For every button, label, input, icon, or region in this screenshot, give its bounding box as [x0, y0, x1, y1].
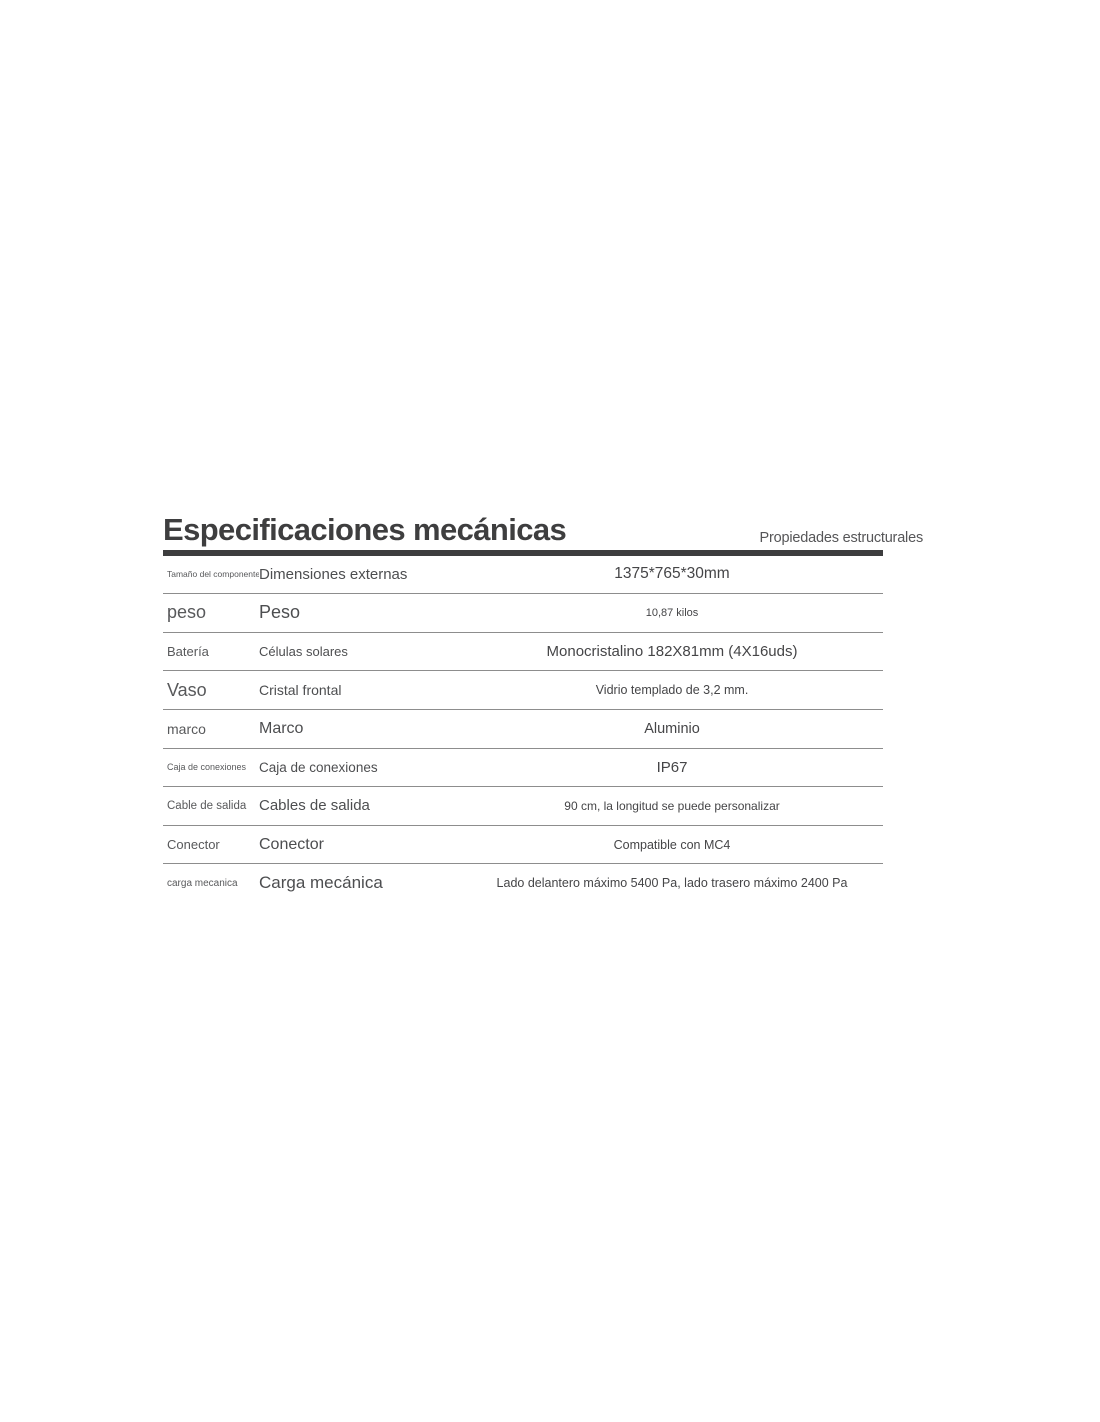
- table-row-dimensiones: Tamaño del componente Dimensiones extern…: [163, 556, 883, 595]
- row-value: Lado delantero máximo 5400 Pa, lado tras…: [496, 876, 848, 891]
- row-label: Cristal frontal: [259, 682, 342, 699]
- spec-sheet: Especificaciones mecánicas Propiedades e…: [163, 512, 924, 902]
- row-label: Conector: [259, 835, 324, 853]
- section-header: Especificaciones mecánicas Propiedades e…: [163, 512, 924, 547]
- row-value: Monocristalino 182X81mm (4X16uds): [546, 643, 798, 661]
- row-key: Conector: [167, 837, 220, 852]
- row-label: Caja de conexiones: [259, 759, 378, 775]
- row-key: marco: [167, 720, 206, 737]
- table-row-peso: peso Peso 10,87 kilos: [163, 594, 883, 633]
- table-row-carga-mecanica: carga mecanica Carga mecánica Lado delan…: [163, 864, 883, 902]
- spec-table: Tamaño del componente Dimensiones extern…: [163, 556, 883, 902]
- row-key: Batería: [167, 644, 209, 660]
- page-title: Especificaciones mecánicas: [163, 512, 567, 547]
- table-row-caja-conexiones: Caja de conexiones Caja de conexiones IP…: [163, 749, 883, 788]
- row-value: Vidrio templado de 3,2 mm.: [595, 683, 749, 698]
- table-row-cristal: Vaso Cristal frontal Vidrio templado de …: [163, 671, 883, 710]
- row-key: Cable de salida: [167, 799, 247, 812]
- row-label: Marco: [259, 719, 304, 737]
- row-value: IP67: [656, 758, 688, 776]
- row-value: 1375*765*30mm: [614, 565, 730, 583]
- row-label: Células solares: [259, 644, 348, 660]
- table-row-celulas: Batería Células solares Monocristalino 1…: [163, 633, 883, 672]
- row-label: Cables de salida: [259, 797, 370, 815]
- heading-rule: [163, 549, 883, 556]
- table-row-cables-salida: Cable de salida Cables de salida 90 cm, …: [163, 787, 883, 826]
- row-key: carga mecanica: [167, 877, 238, 889]
- row-value: 90 cm, la longitud se puede personalizar: [564, 798, 780, 813]
- table-row-marco: marco Marco Aluminio: [163, 710, 883, 749]
- row-value: 10,87 kilos: [645, 606, 699, 619]
- table-row-conector: Conector Conector Compatible con MC4: [163, 826, 883, 865]
- row-key: Tamaño del componente: [167, 569, 259, 580]
- row-value: Aluminio: [644, 720, 700, 737]
- row-label: Carga mecánica: [259, 873, 383, 893]
- row-key: Caja de conexiones: [167, 762, 247, 773]
- row-key: peso: [167, 602, 207, 623]
- row-key: Vaso: [167, 679, 207, 700]
- section-subtitle: Propiedades estructurales: [759, 529, 924, 546]
- row-value: Compatible con MC4: [613, 837, 731, 852]
- row-label: Dimensiones externas: [259, 565, 408, 583]
- row-label: Peso: [259, 602, 301, 623]
